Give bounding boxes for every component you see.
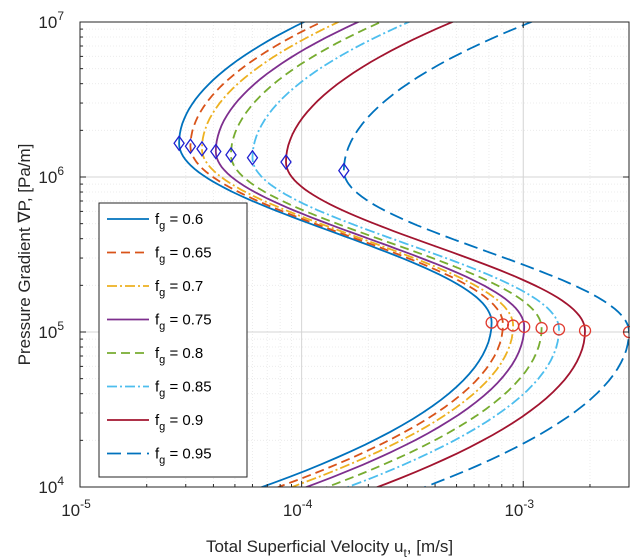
series-line: [251, 22, 560, 487]
series-markers: [173, 135, 630, 339]
x-tick-label: 10-5: [61, 497, 91, 520]
diamond-marker: [196, 140, 208, 157]
diamond-marker: [246, 149, 259, 166]
axis-ticks: [79, 21, 630, 488]
legend-label: fg = 0.8: [155, 345, 203, 366]
series-curves: [178, 22, 629, 487]
diamond-marker: [225, 146, 237, 163]
diamond-marker: [173, 135, 185, 152]
y-tick-label: 105: [38, 319, 64, 342]
x-axis-title: Total Superficial Velocity ut, [m/s]: [206, 537, 453, 558]
circle-marker: [552, 323, 566, 336]
legend-label: fg = 0.65: [155, 245, 212, 266]
circle-marker: [518, 320, 531, 333]
legend-label: fg = 0.95: [155, 446, 212, 467]
y-tick-labels: 104 105 106 107: [38, 9, 64, 497]
circle-marker: [578, 324, 592, 337]
diamond-marker: [210, 143, 222, 160]
diamond-marker: [280, 153, 292, 171]
circle-marker: [496, 318, 510, 331]
legend-label: fg = 0.7: [155, 278, 203, 299]
series-line: [214, 22, 526, 487]
legend-label: fg = 0.6: [155, 211, 203, 232]
diamond-marker: [338, 162, 350, 179]
legend-box: [98, 202, 248, 478]
series-line: [178, 22, 493, 487]
series-line: [200, 22, 515, 487]
series-line: [189, 22, 504, 487]
diamond-marker: [184, 138, 197, 155]
y-tick-label: 107: [38, 9, 64, 32]
y-tick-label: 104: [38, 474, 64, 497]
plot-frame: [79, 21, 630, 488]
x-tick-label: 10-3: [504, 497, 534, 520]
legend: fg = 0.6 fg = 0.65 fg = 0.7 fg = 0.75 fg = 0…: [98, 202, 248, 478]
legend-label: fg = 0.85: [155, 379, 212, 400]
y-axis-title: Pressure Gradient ∇P, [Pa/m]: [15, 144, 34, 366]
legend-label: fg = 0.9: [155, 412, 203, 433]
series-line: [285, 22, 586, 487]
x-tick-labels: 10-5 10-4 10-3: [61, 497, 534, 520]
legend-label: fg = 0.75: [155, 312, 212, 333]
series-line: [342, 22, 629, 487]
x-tick-label: 10-4: [283, 497, 313, 520]
y-tick-label: 106: [38, 164, 64, 187]
circle-marker: [535, 321, 548, 335]
